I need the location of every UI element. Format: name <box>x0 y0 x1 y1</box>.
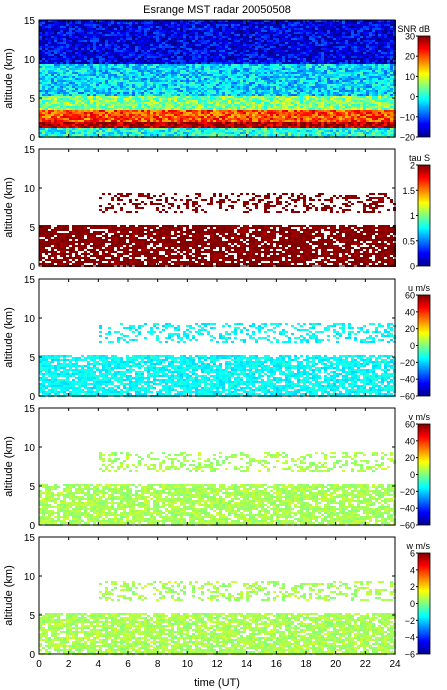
y-tick-label: 0 <box>29 133 35 144</box>
colorbar-label: v m/s <box>409 412 431 422</box>
colorbar-v <box>417 423 431 526</box>
y-tick-label: 0 <box>29 262 35 273</box>
y-tick-label: 15 <box>24 145 36 156</box>
colorbar-tick-label: −40 <box>400 375 415 385</box>
x-tick-label: 6 <box>125 659 131 670</box>
y-tick-label: 5 <box>29 223 35 234</box>
panel-v: 0 5 10 15 altitude (km) v m/s60 40 20 0 −20 −40 −60 <box>3 404 430 532</box>
colorbar-tick-label: 60 <box>405 291 415 301</box>
x-tick-label: 18 <box>300 659 312 670</box>
x-tick-label: 2 <box>66 659 72 670</box>
colorbar-tick-label: −20 <box>400 487 415 497</box>
panel-u: 0 5 10 15 altitude (km) u m/s60 40 20 0 −20 −40 −60 <box>3 275 430 403</box>
radar-field-w <box>39 581 396 655</box>
colorbar-label: u m/s <box>408 283 431 293</box>
y-tick-label: 5 <box>29 482 35 493</box>
y-tick-label: 10 <box>24 184 36 195</box>
y-tick-label: 15 <box>24 533 36 544</box>
x-tick-label: 24 <box>389 659 401 670</box>
y-tick-label: 15 <box>24 16 36 27</box>
y-axis-label: altitude (km) <box>3 177 15 238</box>
colorbar-tick-label: 0.5 <box>402 236 415 246</box>
colorbar-tick-label: 0 <box>410 599 415 609</box>
colorbar-tick-label: 2 <box>410 161 415 171</box>
y-tick-label: 10 <box>24 314 36 325</box>
colorbar-tick-label: 20 <box>405 52 415 62</box>
x-tick-label: 22 <box>360 659 372 670</box>
colorbar-label: SNR dB <box>397 24 430 34</box>
x-tick-label: 16 <box>271 659 283 670</box>
colorbar-tick-label: 1 <box>410 211 415 221</box>
colorbar-tick-label: 40 <box>405 307 415 317</box>
y-tick-label: 15 <box>24 404 36 415</box>
colorbar-tick-label: −60 <box>400 521 415 531</box>
colorbar-u <box>417 294 431 397</box>
colorbar-w <box>417 552 431 655</box>
colorbar-tick-label: 0 <box>410 341 415 351</box>
y-axis-label: altitude (km) <box>3 565 15 626</box>
colorbar-tick-label: 20 <box>405 324 415 334</box>
y-axis-label: altitude (km) <box>3 48 15 109</box>
colorbar-tick-label: 4 <box>410 565 415 575</box>
colorbar-tick-label: 40 <box>405 436 415 446</box>
radar-field-v <box>39 452 396 526</box>
colorbar-tick-label: 0 <box>410 92 415 102</box>
x-tick-label: 4 <box>96 659 102 670</box>
y-axis-label: altitude (km) <box>3 436 15 497</box>
colorbar-tau <box>417 164 431 267</box>
colorbar-tick-label: −2 <box>405 616 415 626</box>
y-tick-label: 10 <box>24 55 36 66</box>
x-tick-label: 20 <box>330 659 342 670</box>
colorbar-tick-label: −6 <box>405 650 415 660</box>
y-tick-label: 0 <box>29 650 35 661</box>
y-tick-label: 15 <box>24 275 36 286</box>
colorbar-tick-label: 1.5 <box>402 186 415 196</box>
y-tick-label: 10 <box>24 572 36 583</box>
colorbar-label: tau S <box>409 153 430 163</box>
colorbar-tick-label: −20 <box>400 358 415 368</box>
colorbar-tick-label: −4 <box>405 633 415 643</box>
y-tick-label: 5 <box>29 353 35 364</box>
colorbar-tick-label: −60 <box>400 392 415 402</box>
radar-field-snr <box>39 20 396 138</box>
x-tick-label: 10 <box>182 659 194 670</box>
x-tick-label: 0 <box>36 659 42 670</box>
figure-title: Esrange MST radar 20050508 <box>143 4 291 16</box>
colorbar-label: w m/s <box>406 541 431 551</box>
y-tick-label: 0 <box>29 521 35 532</box>
colorbar-snr <box>417 35 431 138</box>
colorbar-tick-label: −10 <box>400 112 415 122</box>
colorbar-tick-label: 0 <box>410 470 415 480</box>
x-tick-label: 14 <box>241 659 253 670</box>
radar-field-tau <box>39 193 396 267</box>
colorbar-tick-label: 6 <box>410 549 415 559</box>
y-tick-label: 10 <box>24 443 36 454</box>
colorbar-tick-label: −20 <box>400 133 415 143</box>
colorbar-tick-label: 10 <box>405 72 415 82</box>
colorbar-tick-label: 2 <box>410 582 415 592</box>
y-tick-label: 5 <box>29 94 35 105</box>
colorbar-tick-label: 30 <box>405 32 415 42</box>
panel-tau: 0 5 10 15 altitude (km) tau S2 1.5 1 0.5 0 <box>3 145 431 273</box>
colorbar-tick-label: 0 <box>410 262 415 272</box>
x-tick-label: 12 <box>211 659 223 670</box>
colorbar-tick-label: 60 <box>405 420 415 430</box>
y-axis-label: altitude (km) <box>3 307 15 368</box>
colorbar-tick-label: 20 <box>405 453 415 463</box>
y-tick-label: 0 <box>29 392 35 403</box>
y-tick-label: 5 <box>29 611 35 622</box>
colorbar-tick-label: −40 <box>400 504 415 514</box>
x-axis-label: time (UT) <box>194 677 240 689</box>
x-tick-label: 8 <box>155 659 161 670</box>
